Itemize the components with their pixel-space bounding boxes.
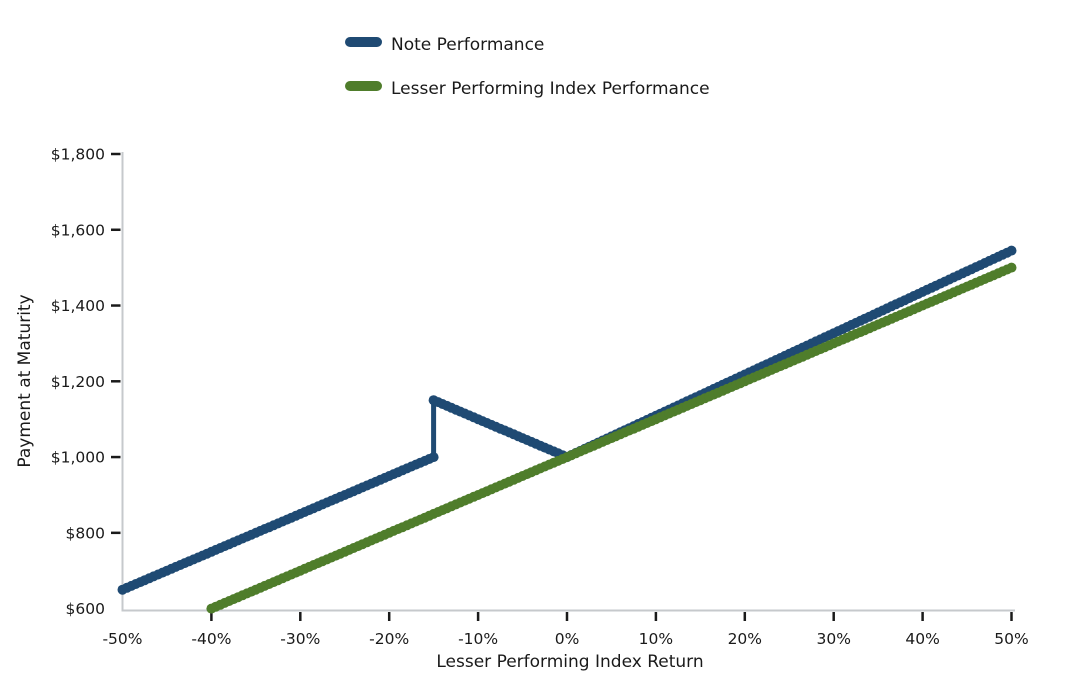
series-dot [428, 452, 439, 463]
series-path [120, 248, 1014, 593]
x-tick-label: -20% [369, 630, 409, 648]
x-tick-label: 0% [555, 630, 580, 648]
axes-spines [121, 152, 1015, 612]
y-tick-label: $1,600 [51, 221, 105, 239]
legend-label-index-performance: Lesser Performing Index Performance [391, 79, 710, 99]
y-tick-label: $1,800 [51, 146, 105, 164]
series-note-performance [117, 245, 1017, 595]
x-tick-label: 40% [905, 630, 939, 648]
x-tick-label: -40% [191, 630, 231, 648]
legend-swatch-note-performance [345, 37, 382, 47]
x-tick-label: -10% [458, 630, 498, 648]
y-tick-label: $600 [66, 600, 105, 618]
x-axis-ticks: -50% -40% -30% -20% -10% 0% 10% 20% 30% 40% 50% [102, 612, 1029, 648]
series-index-performance [206, 262, 1017, 614]
y-tick-label: $800 [66, 524, 105, 542]
x-axis-title: Lesser Performing Index Return [436, 652, 703, 672]
series-dot [1006, 245, 1017, 256]
x-tick-label: 50% [994, 630, 1028, 648]
legend-label-note-performance: Note Performance [391, 35, 544, 55]
y-tick-label: $1,400 [51, 297, 105, 315]
legend-swatch-index-performance [345, 81, 382, 91]
x-tick-label: 30% [816, 630, 850, 648]
y-tick-label: $1,200 [51, 373, 105, 391]
x-tick-label: -50% [102, 630, 142, 648]
x-tick-label: -30% [280, 630, 320, 648]
y-axis-ticks: $600 $800 $1,000 $1,200 $1,400 $1,600 $1,800 [51, 146, 121, 618]
series-dot [1006, 262, 1017, 273]
y-axis-title: Payment at Maturity [15, 294, 35, 467]
x-tick-label: 10% [639, 630, 673, 648]
y-tick-label: $1,000 [51, 449, 105, 467]
series-lines [117, 245, 1017, 614]
x-tick-label: 20% [728, 630, 762, 648]
legend: Note Performance Lesser Performing Index… [345, 35, 710, 99]
